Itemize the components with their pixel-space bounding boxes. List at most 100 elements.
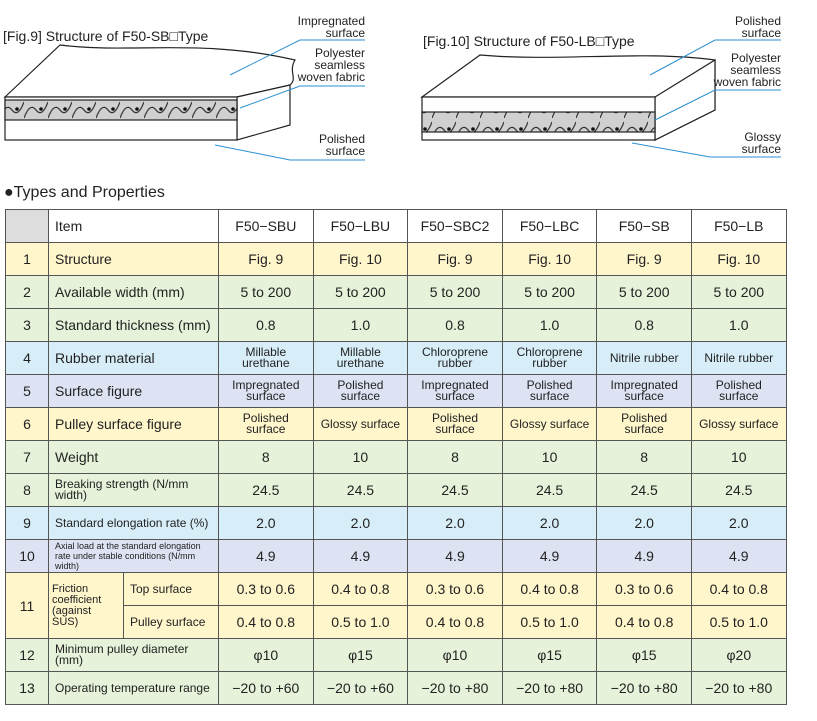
value-cell: Millable urethane — [218, 341, 314, 375]
value-cell: 0.8 — [407, 308, 503, 342]
header-cell: F50−SB — [596, 209, 692, 243]
value-cell: 2.0 — [596, 506, 692, 540]
value-cell: 0.5 to 1.0 — [501, 605, 598, 639]
value-cell: 1.0 — [690, 308, 787, 342]
value-cell: φ10 — [218, 638, 314, 672]
figure-label: Impregnated surface — [297, 14, 365, 40]
value-cell: 8 — [218, 440, 314, 474]
value-cell: Fig. 9 — [407, 242, 503, 276]
item-cell: Structure — [47, 242, 220, 276]
value-cell: 24.5 — [501, 473, 598, 507]
figure-label: Polished surface — [734, 14, 781, 40]
value-cell: 24.5 — [407, 473, 503, 507]
table-row: 10 Axial load at the standard elongation … — [5, 539, 787, 573]
value-cell: −20 to +60 — [312, 671, 409, 705]
value-cell: Impregnated surface — [407, 374, 503, 408]
section-title: ●Types and Properties — [4, 184, 165, 201]
properties-table: Item F50−SBU F50−LBU F50−SBC2 F50−LBC F50−SB F… — [5, 209, 787, 705]
value-cell: 10 — [312, 440, 409, 474]
value-cell: 5 to 200 — [690, 275, 787, 309]
table-row: 4 Rubber material Millable urethane Millabl… — [5, 341, 787, 375]
value-cell: 5 to 200 — [312, 275, 409, 309]
value-cell: 24.5 — [596, 473, 692, 507]
item-cell: Surface figure — [47, 374, 220, 408]
value-cell: −20 to +80 — [596, 671, 692, 705]
value-cell: 0.3 to 0.6 — [218, 572, 314, 606]
value-cell: 0.3 to 0.6 — [596, 572, 692, 606]
value-cell: Fig. 10 — [690, 242, 787, 276]
value-cell: 0.4 to 0.8 — [407, 605, 503, 639]
value-cell: −20 to +80 — [407, 671, 503, 705]
figure-label: Polyester seamless woven fabric — [713, 51, 781, 89]
row-number: 3 — [5, 308, 49, 342]
header-cell: F50−LB — [690, 209, 787, 243]
value-cell: Impregnated surface — [596, 374, 692, 408]
value-cell: 4.9 — [596, 539, 692, 573]
value-cell: Fig. 10 — [312, 242, 409, 276]
item-cell: Breaking strength (N/mm width) — [47, 473, 220, 507]
figure-caption: [Fig.9] Structure of F50-SB□Type — [3, 28, 209, 44]
value-cell: Chloroprene rubber — [501, 341, 598, 375]
value-cell: 0.5 to 1.0 — [690, 605, 787, 639]
value-cell: 5 to 200 — [407, 275, 503, 309]
item-cell: Rubber material — [47, 341, 220, 375]
value-cell: Millable urethane — [312, 341, 409, 375]
sub-item-cell: Pulley surface — [122, 605, 220, 639]
value-cell: 4.9 — [312, 539, 409, 573]
item-cell: Standard elongation rate (%) — [47, 506, 220, 540]
table-row: 6 Pulley surface figure Polished surface Gl… — [5, 407, 787, 441]
item-cell: Operating temperature range — [47, 671, 220, 705]
value-cell: Polished surface — [596, 407, 692, 441]
row-number: 1 — [5, 242, 49, 276]
figure-label: Glossy surface — [741, 130, 781, 156]
row-number: 13 — [5, 671, 49, 705]
value-cell: 10 — [690, 440, 787, 474]
value-cell: φ10 — [407, 638, 503, 672]
value-cell: −20 to +80 — [690, 671, 787, 705]
row-number: 11 — [5, 572, 49, 639]
figure-label: Polished surface — [318, 132, 365, 158]
value-cell: φ15 — [596, 638, 692, 672]
value-cell: 4.9 — [501, 539, 598, 573]
header-cell: Item — [47, 209, 220, 243]
value-cell: 2.0 — [501, 506, 598, 540]
value-cell: 0.5 to 1.0 — [312, 605, 409, 639]
value-cell: 0.4 to 0.8 — [501, 572, 598, 606]
value-cell: Glossy surface — [501, 407, 598, 441]
value-cell: 24.5 — [218, 473, 314, 507]
value-cell: 2.0 — [407, 506, 503, 540]
corner-cell — [5, 209, 49, 243]
value-cell: 0.3 to 0.6 — [407, 572, 503, 606]
table-row: 11 Friction coefficient (against SUS) Top … — [5, 572, 787, 639]
value-cell: 24.5 — [690, 473, 787, 507]
row-number: 8 — [5, 473, 49, 507]
table-row: Pulley surface 0.4 to 0.8 0.5 to 1.0 0.4 to… — [5, 605, 787, 639]
value-cell: 10 — [501, 440, 598, 474]
value-cell: 1.0 — [501, 308, 598, 342]
value-cell: Polished surface — [501, 374, 598, 408]
item-cell: Available width (mm) — [47, 275, 220, 309]
figure-caption: [Fig.10] Structure of F50-LB□Type — [423, 33, 635, 49]
table-row: 9 Standard elongation rate (%) 2.0 2.0 2.0 2.… — [5, 506, 787, 540]
value-cell: Polished surface — [407, 407, 503, 441]
value-cell: 5 to 200 — [218, 275, 314, 309]
table-row: Item F50−SBU F50−LBU F50−SBC2 F50−LBC F50−SB F… — [5, 209, 787, 243]
item-cell: Minimum pulley diameter (mm) — [47, 638, 220, 672]
value-cell: 0.8 — [218, 308, 314, 342]
value-cell: Impregnated surface — [218, 374, 314, 408]
item-cell: Friction coefficient (against SUS) — [48, 572, 124, 639]
value-cell: −20 to +80 — [501, 671, 598, 705]
item-cell: Standard thickness (mm) — [47, 308, 220, 342]
table-row: 7 Weight 8 10 8 10 8 10 — [5, 440, 787, 474]
sub-item-cell: Top surface — [122, 572, 220, 606]
value-cell: 0.8 — [596, 308, 692, 342]
value-cell: 1.0 — [312, 308, 409, 342]
figure-label: Polyester seamless woven fabric — [297, 46, 365, 84]
value-cell: 0.4 to 0.8 — [596, 605, 692, 639]
row-number: 2 — [5, 275, 49, 309]
value-cell: 5 to 200 — [501, 275, 598, 309]
item-cell: Axial load at the standard elongation ra… — [47, 539, 220, 573]
value-cell: 8 — [596, 440, 692, 474]
value-cell: 4.9 — [407, 539, 503, 573]
